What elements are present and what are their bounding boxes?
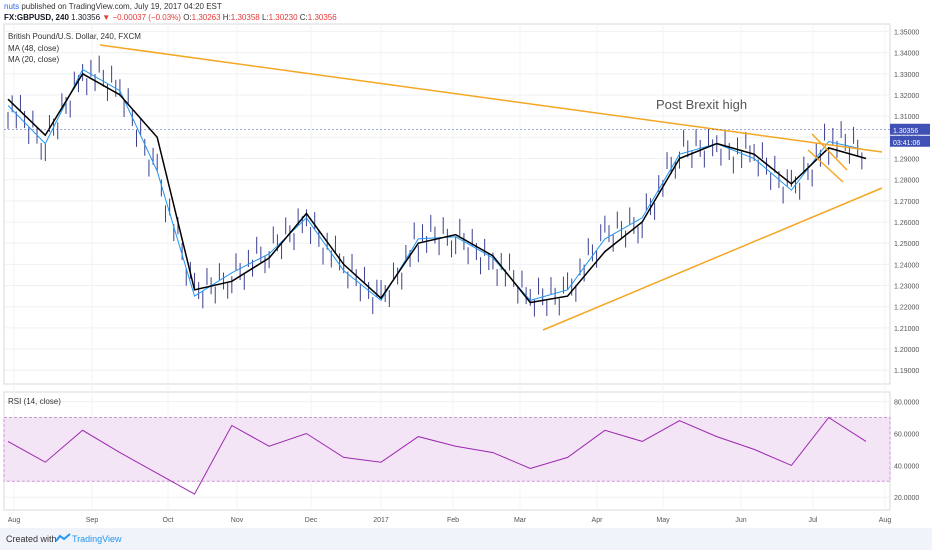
down-arrow-icon: ▼ [102,13,111,22]
ma48-line [7,72,867,304]
time-tick: Jul [809,517,818,524]
time-tick: Apr [592,517,604,524]
time-tick: Dec [305,517,318,524]
price-tick: 1.26000 [894,220,919,227]
countdown-tag [890,135,930,147]
footer: Created with TradingView [0,528,932,550]
ma20-legend: MA (20, close) [8,55,60,64]
time-tick: Feb [447,517,459,524]
rsi-tick: 20.0000 [894,495,919,502]
quote-line: FX:GBPUSD, 240 1.30356 ▼ −0.00037 (−0.03… [4,13,337,22]
time-tick: Nov [231,517,244,524]
high-value: 1.30358 [230,13,260,22]
time-tick: Oct [163,517,174,524]
trendlines[interactable] [99,44,883,331]
price-tick: 1.25000 [894,241,919,248]
symbol-label: FX:GBPUSD, 240 [4,13,69,22]
price-tick: 1.19000 [894,368,919,375]
chart-title: British Pound/U.S. Dollar, 240, FXCM [8,32,141,41]
price-tick: 1.24000 [894,262,919,269]
price-change: −0.00037 (−0.03%) [112,13,181,22]
price-tick: 1.35000 [894,29,919,36]
last-price-tag [890,123,930,135]
brexit-annotation: Post Brexit high [656,97,747,112]
last-price: 1.30356 [71,13,101,22]
rsi-band [3,417,891,482]
chart-canvas[interactable]: 1.350001.340001.330001.320001.310001.300… [0,0,932,528]
created-with-label: Created with [6,534,57,544]
price-tick: 1.31000 [894,114,919,121]
time-tick: 2017 [373,517,389,524]
price-tick: 1.27000 [894,199,919,206]
rsi-legend: RSI (14, close) [8,397,61,406]
time-tick: Mar [514,517,527,524]
flag-trendline-top[interactable] [811,133,848,171]
ma48-legend: MA (48, close) [8,44,60,53]
close-value: 1.30356 [307,13,337,22]
flag-trendline-bottom[interactable] [807,149,844,183]
open-value: 1.30263 [191,13,221,22]
rsi-line [7,416,867,495]
price-tick: 1.28000 [894,178,919,185]
price-tick: 1.29000 [894,156,919,163]
price-tick: 1.20000 [894,347,919,354]
time-tick: Aug [8,517,21,524]
price-tick: 1.21000 [894,326,919,333]
time-tick: Sep [86,517,99,524]
rsi-tick: 40.0000 [894,463,919,470]
tradingview-logo-icon [55,533,71,542]
price-tick: 1.22000 [894,305,919,312]
publish-text: published on TradingView.com, July 19, 2… [19,2,222,11]
price-tick: 1.23000 [894,284,919,291]
price-tick: 1.33000 [894,72,919,79]
low-value: 1.30230 [268,13,298,22]
resistance-trendline[interactable] [99,44,883,153]
support-trendline[interactable] [542,187,883,331]
time-tick: Aug [879,517,892,524]
time-tick: Jun [735,517,746,524]
countdown-tag-text: 03:41:06 [893,140,920,147]
price-tick: 1.34000 [894,51,919,58]
axes: 1.350001.340001.330001.320001.310001.300… [8,29,920,524]
last-price-tag-text: 1.30356 [893,128,918,135]
price-tags: 1.30356 03:41:06 [890,123,930,147]
price-tick: 1.32000 [894,93,919,100]
time-tick: May [656,517,670,524]
author-link[interactable]: nuts [4,2,20,11]
tradingview-brand-link[interactable]: TradingView [72,534,122,544]
rsi-tick: 80.0000 [894,400,919,407]
rsi-tick: 60.0000 [894,431,919,438]
publish-info: nuts published on TradingView.com, July … [4,2,222,11]
